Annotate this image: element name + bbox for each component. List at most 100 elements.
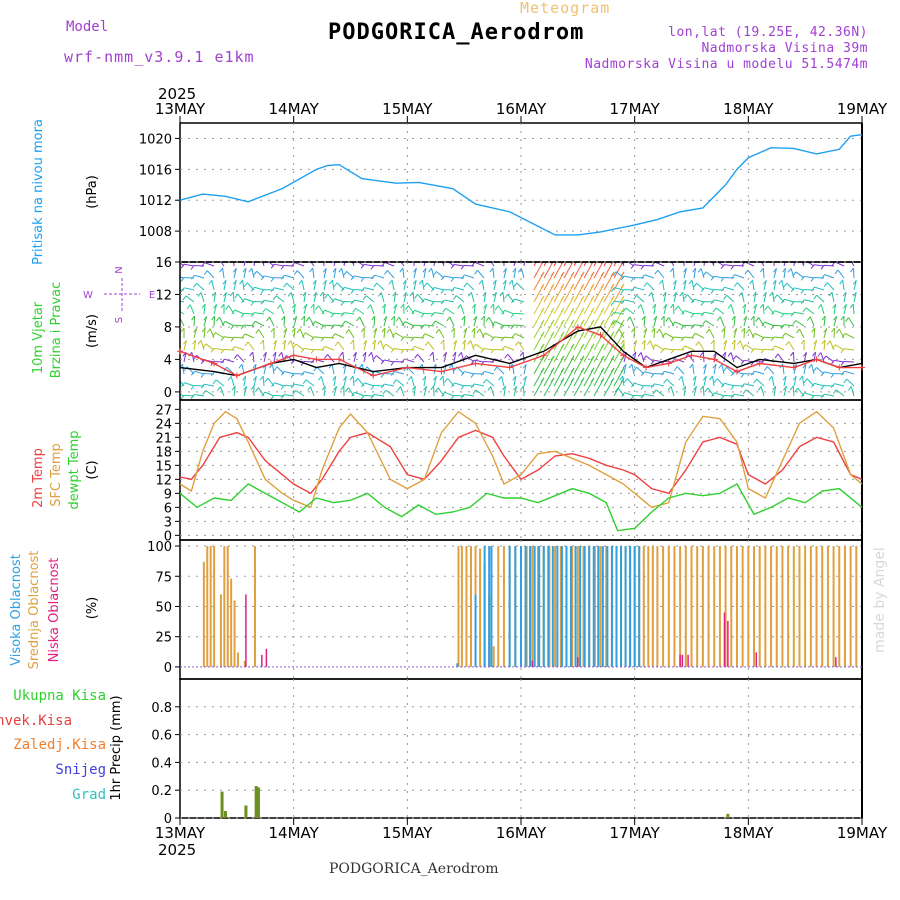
- cloud-bar-niska-oblacnost: [265, 648, 268, 667]
- wind-barb: [274, 287, 285, 291]
- wind-barb: [473, 316, 478, 327]
- wind-barb: [327, 354, 335, 363]
- wind-barb-flag: [693, 386, 697, 391]
- wind-barb: [622, 376, 625, 387]
- wind-barb-flag: [500, 336, 505, 342]
- wind-barb-flag: [349, 375, 354, 381]
- wind-barb-flag: [828, 291, 833, 297]
- gust-marker: [370, 372, 377, 379]
- wind-barb-flag: [630, 287, 635, 292]
- wind-barb-flag: [291, 327, 296, 333]
- wind-barb-flag: [820, 371, 825, 377]
- cloud-bar-srednja-oblacnost: [753, 546, 756, 667]
- wind-barb: [254, 312, 265, 315]
- wind-barb-flag: [283, 282, 288, 288]
- wind-barb-flag: [231, 346, 236, 351]
- wind-barb-flag: [450, 327, 455, 333]
- wind-barb-flag: [796, 328, 800, 334]
- wind-barb: [633, 340, 638, 351]
- wind-barb: [694, 332, 705, 339]
- wind-barb: [760, 262, 765, 267]
- wind-barb-flag: [580, 343, 585, 349]
- xtick-label-bottom: 16MAY: [496, 824, 547, 842]
- wind-barb-flag: [785, 341, 790, 346]
- wind-barb-flag: [216, 316, 220, 322]
- wind-barb: [792, 385, 795, 397]
- precip-ytick-label: 0.4: [151, 756, 172, 771]
- temp-ylabel-2m: 2m Temp: [31, 448, 46, 508]
- wind-barb: [754, 370, 765, 375]
- wind-barb: [271, 364, 275, 375]
- wind-barb-flag: [678, 375, 683, 381]
- wind-barb-flag: [773, 294, 778, 299]
- wind-barb: [829, 340, 835, 351]
- wind-barb-flag: [422, 375, 427, 381]
- cloud-bar-srednja-oblacnost: [223, 546, 226, 667]
- wind-barb-flag: [570, 295, 575, 301]
- model-elevation: Nadmorska Visina u modelu 51.5474m: [584, 57, 868, 72]
- wind-barb: [520, 268, 525, 279]
- wind-barb-flag: [221, 321, 226, 326]
- wind-barb: [203, 304, 206, 315]
- wind-barb-flag: [800, 339, 805, 345]
- wind-barb: [402, 268, 405, 279]
- wind-barb-flag: [229, 291, 234, 297]
- wind-barb-flag: [503, 267, 507, 273]
- cloud-bar-srednja-oblacnost: [707, 546, 710, 667]
- wind-barb: [682, 292, 685, 303]
- wind-barb-flag: [430, 287, 435, 292]
- wind-barb-flag: [450, 277, 455, 282]
- wind-barb-flag: [590, 377, 595, 383]
- wind-barb-flag: [345, 329, 350, 334]
- wind-barb: [433, 262, 436, 267]
- wind-barb: [313, 292, 317, 303]
- wind-barb: [214, 347, 225, 351]
- xtick-label-bottom: 13MAY: [155, 824, 206, 842]
- wind-barb: [454, 263, 465, 267]
- wind-barb: [733, 340, 736, 351]
- wind-barb: [477, 270, 485, 279]
- wind-barb: [615, 271, 625, 279]
- wind-barb-flag: [303, 304, 308, 309]
- wind-barb-flag: [700, 301, 705, 306]
- wind-barb: [404, 336, 415, 339]
- wind-barb-flag: [683, 294, 688, 299]
- wind-barb: [385, 389, 395, 397]
- wind-barb: [323, 268, 327, 279]
- wind-barb: [485, 332, 495, 339]
- wind-barb-flag: [489, 267, 494, 273]
- wind-barb: [234, 346, 245, 351]
- wind-barb: [502, 292, 505, 303]
- wind-barb-flag: [259, 375, 264, 381]
- wind-barb: [454, 287, 465, 291]
- wind-barb: [343, 262, 346, 267]
- wind-barb: [703, 262, 705, 267]
- wind-barb: [333, 376, 337, 387]
- wind-barb-flag: [280, 394, 285, 399]
- wind-barb-flag: [201, 303, 206, 309]
- wind-barb-flag: [250, 301, 255, 306]
- wind-barb-flag: [411, 346, 416, 351]
- cloud-bar-niska-oblacnost: [723, 612, 726, 667]
- wind-barb-flag: [287, 292, 292, 297]
- wind-barb-flag: [669, 267, 674, 273]
- wind-barb-flag: [621, 392, 626, 397]
- cloud-bar-srednja-oblacnost: [213, 546, 216, 667]
- wind-barb-flag: [409, 291, 414, 297]
- wind-barb-flag: [243, 282, 248, 287]
- wind-barb-flag: [321, 385, 326, 391]
- wind-barb-flag: [513, 386, 517, 391]
- wind-barb-flag: [849, 303, 854, 309]
- wind-barb-flag: [411, 385, 416, 391]
- precip-legend-item: Ukupna Kisa: [13, 688, 106, 704]
- wind-barb-flag: [242, 267, 247, 273]
- cloud-bar-srednja-oblacnost: [758, 546, 761, 667]
- wind-barb: [501, 376, 505, 387]
- wind-barb: [204, 262, 215, 267]
- wind-barb: [715, 307, 725, 315]
- wind-barb-flag: [540, 307, 545, 313]
- wind-barb: [748, 328, 755, 339]
- wind-barb: [254, 286, 265, 291]
- wind-barb-flag: [522, 363, 527, 369]
- wind-barb: [714, 299, 725, 303]
